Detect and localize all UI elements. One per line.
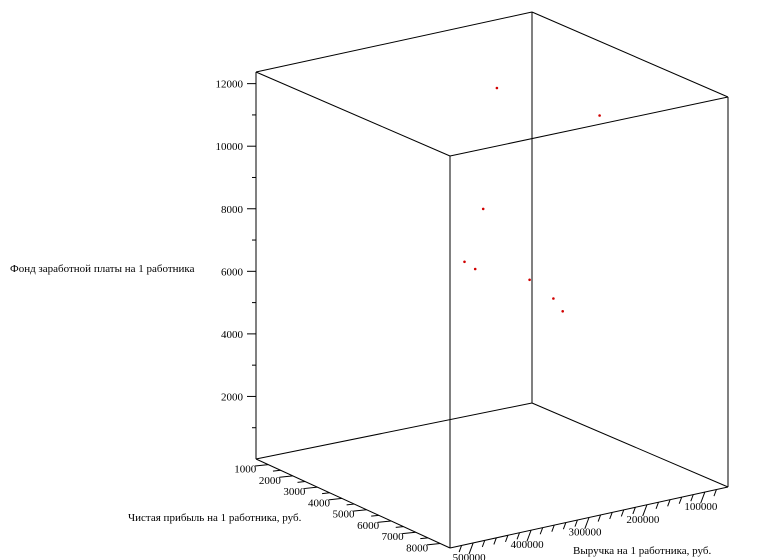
y-tick [426,542,441,546]
x-tick [481,540,486,548]
x-tick [493,537,497,545]
data-point [598,114,601,117]
x-tick [632,507,636,515]
x-tick [700,491,706,504]
z-tick-label: 6000 [221,266,244,278]
box-edge [255,11,533,73]
y-tick [371,514,379,517]
x-tick [713,489,717,497]
z-tick-label: 10000 [216,141,244,153]
z-tick-label: 12000 [216,79,244,91]
z-axis: 2000 4000 6000 8000 10000 12000 [216,79,256,429]
x-tick [551,524,555,532]
y-tick [279,475,293,478]
y-tick-label: 4000 [308,497,331,509]
x-tick [539,527,544,535]
y-tick-label: 6000 [357,520,380,532]
y-tick-label: 3000 [283,486,306,498]
x-tick [526,530,532,542]
data-points [463,86,601,313]
box-edge [255,402,533,460]
box-edge [255,71,451,157]
y-tick [346,503,355,506]
x-tick-label: 200000 [626,514,660,526]
z-axis-title: Фонд заработной платы на 1 работника [10,263,195,275]
y-tick [402,531,416,535]
data-point [463,260,466,264]
z-tick-label: 4000 [221,329,244,341]
x-tick-label: 300000 [569,527,603,539]
y-tick [322,492,330,495]
x-tick-label: 500000 [453,552,487,560]
y-tick [395,526,404,528]
x-tick [620,509,625,517]
y-tick [420,537,428,540]
y-tick [272,469,281,472]
y-tick-label: 7000 [382,531,405,543]
data-point [528,278,531,282]
box-edge [449,96,729,157]
x-tick [504,535,509,543]
data-point [481,207,485,211]
x-tick [516,532,520,540]
x-tick [574,519,578,527]
data-point [473,267,477,271]
y-tick-label: 8000 [406,542,429,554]
box-frame [255,11,729,549]
box-edge [531,402,729,488]
y-tick [297,481,306,483]
data-point [561,310,564,313]
x-tick [667,499,671,507]
y-axis-title: Чистая прибыль на 1 работника, руб. [128,512,302,524]
x-tick-label: 400000 [511,539,545,551]
x-tick [609,512,613,520]
y-tick [254,464,269,467]
x-tick [458,545,463,553]
box-edge [255,458,451,549]
x-axis-title: Выручка на 1 работника, руб. [573,545,711,557]
y-tick-label: 2000 [259,475,282,487]
data-point [495,86,499,90]
y-tick [377,520,392,523]
y-tick [353,509,367,512]
x-tick [678,496,683,504]
y-tick-label: 1000 [234,464,257,476]
y-tick-label: 5000 [333,509,356,521]
y-tick [328,497,343,501]
x-tick [655,502,659,510]
box-edge [531,11,729,98]
x-tick [584,517,590,529]
data-point [552,297,555,300]
z-tick-label: 8000 [221,204,244,216]
x-tick [562,522,567,530]
x-tick [597,514,602,522]
x-tick-label: 100000 [684,501,718,513]
x-tick [690,494,694,502]
y-tick [304,486,318,490]
x-tick [642,504,648,517]
x-tick [468,542,474,555]
x-axis: 500000 400000 300000 200000 100000 [453,489,718,560]
z-tick-label: 2000 [221,391,244,403]
